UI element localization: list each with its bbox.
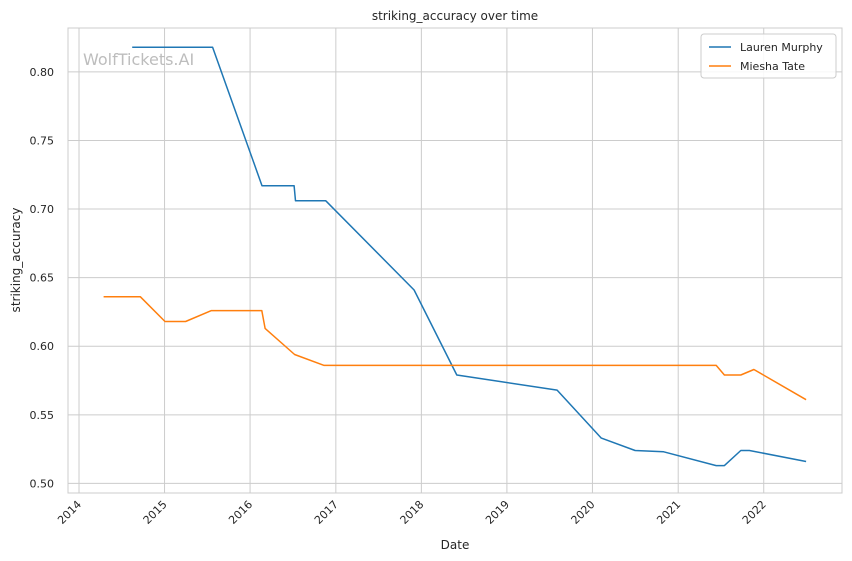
y-tick-label: 0.75 xyxy=(30,134,55,147)
y-tick-label: 0.50 xyxy=(30,477,55,490)
y-tick-label: 0.60 xyxy=(30,340,55,353)
legend-label: Lauren Murphy xyxy=(740,41,823,54)
plot-frame xyxy=(67,27,843,494)
series-line xyxy=(132,46,807,467)
y-tick-label: 0.80 xyxy=(30,66,55,79)
legend-box xyxy=(700,33,837,79)
y-axis-ticks: 0.50 0.55 0.60 0.65 0.70 0.75 0.80 xyxy=(30,66,55,491)
legend-label: Miesha Tate xyxy=(740,60,805,73)
grid xyxy=(68,28,842,493)
x-axis-title: Date xyxy=(441,538,470,552)
series-layer xyxy=(103,46,807,467)
watermark: WolfTickets.AI xyxy=(83,50,194,69)
series-line xyxy=(103,296,807,401)
y-axis-title: striking_accuracy xyxy=(9,208,23,313)
y-tick-label: 0.70 xyxy=(30,203,55,216)
chart-title: striking_accuracy over time xyxy=(372,9,538,23)
legend: Lauren Murphy Miesha Tate xyxy=(700,33,837,79)
y-tick-label: 0.55 xyxy=(30,409,55,422)
y-tick-label: 0.65 xyxy=(30,272,55,285)
